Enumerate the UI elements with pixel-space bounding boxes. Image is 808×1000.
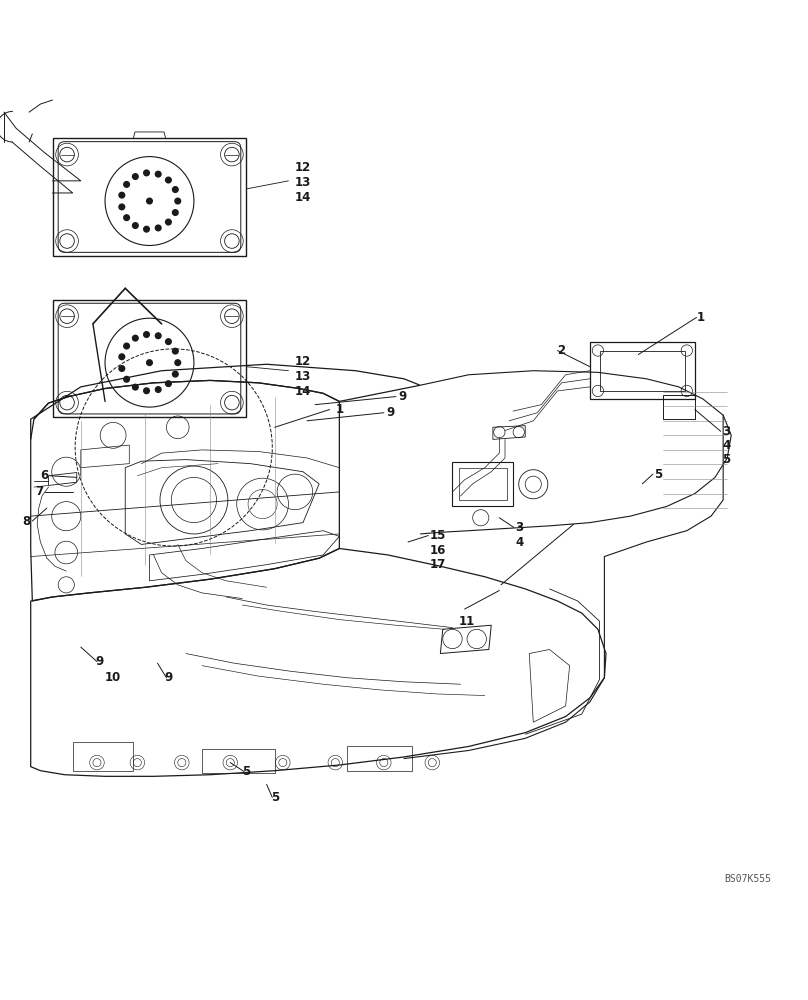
Circle shape <box>155 387 161 392</box>
Text: 7: 7 <box>36 485 44 498</box>
Circle shape <box>147 198 152 204</box>
Text: 5: 5 <box>271 791 279 804</box>
Text: 3: 3 <box>516 521 524 534</box>
Text: 5: 5 <box>722 453 730 466</box>
Circle shape <box>119 366 124 371</box>
Circle shape <box>172 187 178 192</box>
Circle shape <box>144 226 149 232</box>
Text: 9: 9 <box>386 406 394 419</box>
Text: 1: 1 <box>335 403 343 416</box>
Text: 4: 4 <box>516 536 524 549</box>
Text: 9: 9 <box>95 655 103 668</box>
Circle shape <box>166 339 171 344</box>
Text: 6: 6 <box>40 469 48 482</box>
Circle shape <box>144 170 149 176</box>
Circle shape <box>155 333 161 339</box>
Circle shape <box>172 348 178 354</box>
Text: 2: 2 <box>558 344 566 357</box>
Circle shape <box>119 204 124 210</box>
Circle shape <box>166 219 171 225</box>
Circle shape <box>144 332 149 337</box>
Text: 14: 14 <box>295 385 311 398</box>
Circle shape <box>172 371 178 377</box>
Circle shape <box>133 335 138 341</box>
Circle shape <box>155 171 161 177</box>
Text: 9: 9 <box>165 671 173 684</box>
Text: 16: 16 <box>430 544 446 557</box>
Text: 10: 10 <box>105 671 121 684</box>
Text: 11: 11 <box>459 615 475 628</box>
Circle shape <box>166 381 171 386</box>
Text: 4: 4 <box>722 439 730 452</box>
Text: 9: 9 <box>398 390 406 403</box>
Text: 17: 17 <box>430 558 446 571</box>
Circle shape <box>124 343 129 349</box>
Text: 14: 14 <box>295 191 311 204</box>
Text: 13: 13 <box>295 176 311 189</box>
Text: 1: 1 <box>696 311 705 324</box>
Text: 12: 12 <box>295 161 311 174</box>
Circle shape <box>133 223 138 228</box>
Circle shape <box>172 210 178 215</box>
Circle shape <box>119 192 124 198</box>
Circle shape <box>175 198 181 204</box>
Text: 13: 13 <box>295 370 311 383</box>
Text: 3: 3 <box>722 425 730 438</box>
Circle shape <box>144 388 149 394</box>
Circle shape <box>166 177 171 183</box>
Circle shape <box>124 376 129 382</box>
Text: 15: 15 <box>430 529 446 542</box>
Text: BS07K555: BS07K555 <box>725 874 772 884</box>
Circle shape <box>124 182 129 187</box>
Circle shape <box>175 360 181 365</box>
Text: 12: 12 <box>295 355 311 368</box>
Circle shape <box>155 225 161 231</box>
Text: 5: 5 <box>242 765 250 778</box>
Text: 5: 5 <box>654 468 663 481</box>
Circle shape <box>119 354 124 360</box>
Circle shape <box>133 174 138 179</box>
Circle shape <box>124 215 129 220</box>
Circle shape <box>133 384 138 390</box>
Text: 8: 8 <box>23 515 31 528</box>
Circle shape <box>147 360 152 365</box>
